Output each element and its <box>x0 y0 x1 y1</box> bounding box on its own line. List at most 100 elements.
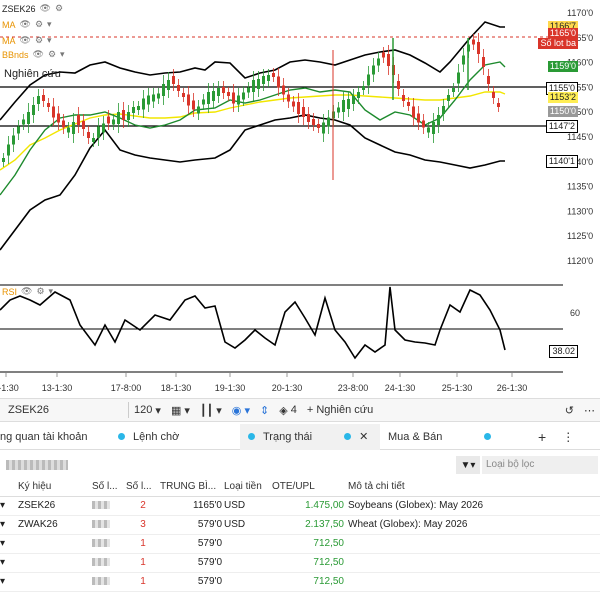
filter-input[interactable]: Loại bộ lọc <box>482 456 598 474</box>
price-chart[interactable]: 1170'0 1165'0 1160'0 1155'0 1150'0 1145'0 1140… <box>0 0 600 398</box>
caret-down-icon[interactable]: ▾ <box>60 49 65 59</box>
more-button[interactable]: ⋯ <box>579 400 600 420</box>
candle-body <box>482 57 485 67</box>
candle-body <box>12 135 15 145</box>
legend-symbol[interactable]: ZSEK26 👁 ⚙ <box>2 3 63 14</box>
gear-icon[interactable]: ⚙ <box>47 49 57 59</box>
study-label[interactable]: Nghiên cứu <box>4 68 61 80</box>
gear-icon[interactable]: ⚙ <box>36 286 45 296</box>
table-row[interactable]: ▾ 1 579'0 712,50 <box>0 534 600 554</box>
cell-avg: 579'0 <box>160 515 224 535</box>
eye-icon[interactable]: 👁 <box>19 35 31 45</box>
candle-body <box>472 39 475 45</box>
tabs-menu-button[interactable]: ⋮ <box>554 424 582 450</box>
table-row[interactable]: ▾ 1 579'0 712,50 <box>0 572 600 592</box>
gear-icon[interactable]: ⚙ <box>34 19 44 29</box>
candle-body <box>457 72 460 84</box>
row-ote: 712,50 <box>313 557 344 568</box>
chart-area[interactable]: 1170'0 1165'0 1160'0 1155'0 1150'0 1145'0 1140… <box>0 0 600 398</box>
symbol-field[interactable]: ZSEK26 <box>8 404 49 416</box>
filter-button[interactable]: ▼▾ <box>456 456 480 474</box>
caret-down-icon[interactable]: ▾ <box>0 519 6 530</box>
caret-down-icon[interactable]: ▾ <box>0 500 6 511</box>
account-selector[interactable] <box>6 460 68 470</box>
interval-select[interactable]: 120 ▾ <box>129 400 166 420</box>
gear-icon[interactable]: ⚙ <box>34 35 44 45</box>
row-qty: 1 <box>140 557 146 568</box>
candle-body <box>447 95 450 101</box>
time-axis-label: 18-1:30 <box>161 383 192 393</box>
tag-last-price: 1165'0 <box>547 28 578 39</box>
price-axis-label: 1135'0 <box>567 182 593 192</box>
caret-down-icon[interactable]: ▾ <box>47 19 52 29</box>
eye-icon[interactable]: 👁 <box>21 286 33 296</box>
legend-bb[interactable]: BBnds 👁 ⚙ ▾ <box>2 49 65 60</box>
time-axis-label: 24-1:30 <box>385 383 416 393</box>
calendar-button[interactable]: ▦ ▾ <box>166 400 195 420</box>
layers-button[interactable]: ◈ 4 <box>274 400 302 420</box>
tag-mid-band: 1159'0 <box>547 61 578 72</box>
col-ote[interactable]: OTE/UPL <box>272 478 348 497</box>
col-symbol[interactable]: Ký hiệu <box>18 478 92 497</box>
caret-down-icon[interactable]: ▾ <box>0 557 6 568</box>
eye-icon[interactable]: 👁 <box>32 49 44 59</box>
candle-body <box>267 75 270 81</box>
candle-body <box>497 103 500 107</box>
candle-body <box>87 132 90 138</box>
gear-icon[interactable]: ⚙ <box>54 3 64 13</box>
rsi-line <box>0 286 506 360</box>
price-axis-label: 1130'0 <box>567 206 593 216</box>
redacted-value <box>92 520 110 529</box>
candle-body <box>112 119 115 125</box>
row-currency: USD <box>224 500 246 511</box>
candle-body <box>127 112 130 120</box>
table-row[interactable]: ▾ ZSEK26 2 1165'0 USD 1.475,00 Soybeans (Globe… <box>0 496 600 516</box>
col-description[interactable]: Mô tả chi tiết <box>348 478 600 497</box>
cell-ccy: USD <box>224 515 272 535</box>
caret-down-icon[interactable]: ▾ <box>47 35 52 45</box>
redacted-value <box>92 558 110 567</box>
table-row[interactable]: ▾ 1 579'0 712,50 <box>0 553 600 573</box>
time-axis-label: 20-1:30 <box>272 383 303 393</box>
tab-pending-orders[interactable]: Lệnh chờ <box>110 424 240 450</box>
caret-down-icon[interactable]: ▾ <box>48 286 54 296</box>
visibility-button[interactable]: ◉ ▾ <box>227 400 255 420</box>
caret-down-icon[interactable]: ▾ <box>0 576 6 587</box>
bollinger-lower-band <box>0 114 505 251</box>
tab-account-overview[interactable]: ng quan tài khoản <box>0 424 110 450</box>
table-header: Ký hiệu Số l... Số l... TRUNG BÌ... Loại… <box>0 478 600 497</box>
eye-icon[interactable]: 👁 <box>39 3 51 13</box>
col-qty-2[interactable]: Số l... <box>126 478 160 497</box>
col-average[interactable]: TRUNG BÌ... <box>160 478 224 497</box>
col-currency[interactable]: Loại tiền <box>224 478 272 497</box>
tab-buy-sell[interactable]: Mua & Bán <box>380 424 530 450</box>
caret-down-icon[interactable]: ▾ <box>0 538 6 549</box>
row-qty: 2 <box>140 500 146 511</box>
candle-body <box>107 116 110 124</box>
candle-body <box>152 94 155 102</box>
chart-type-button[interactable]: ┃┃ ▾ <box>195 400 227 420</box>
undo-button[interactable]: ↺ <box>560 400 579 420</box>
rsi-axis-label: 60 <box>570 308 580 318</box>
cell-qty2: 1 <box>126 572 160 592</box>
redacted-value <box>92 539 110 548</box>
tab-positions[interactable]: Trạng thái ✕ <box>240 423 380 450</box>
add-study-button[interactable]: + Nghiên cứu <box>306 404 374 416</box>
candle-body <box>117 112 120 124</box>
row-currency: USD <box>224 519 246 530</box>
col-qty-1[interactable]: Số l... <box>92 478 126 497</box>
close-icon[interactable]: ✕ <box>359 431 369 443</box>
add-tab-button[interactable]: + <box>530 424 554 450</box>
filter-bar: ▼▾ Loại bộ lọc <box>0 452 600 478</box>
legend-ma1[interactable]: MA 👁 ⚙ ▾ <box>2 19 52 30</box>
price-axis-label: 1140'0 <box>567 157 593 167</box>
eye-icon[interactable]: 👁 <box>19 19 31 29</box>
positions-table: Ký hiệu Số l... Số l... TRUNG BÌ... Loại… <box>0 478 600 592</box>
candle-body <box>17 126 20 134</box>
scale-button[interactable]: ⇕ <box>255 400 274 420</box>
candle-body <box>257 79 260 89</box>
legend-ma2[interactable]: MA 👁 ⚙ ▾ <box>2 35 52 46</box>
table-row[interactable]: ▾ ZWAK26 3 579'0 USD 2.137,50 Wheat (Globex): … <box>0 515 600 535</box>
legend-rsi[interactable]: RSI 👁 ⚙ ▾ <box>2 286 53 297</box>
cell-avg: 579'0 <box>160 534 224 554</box>
